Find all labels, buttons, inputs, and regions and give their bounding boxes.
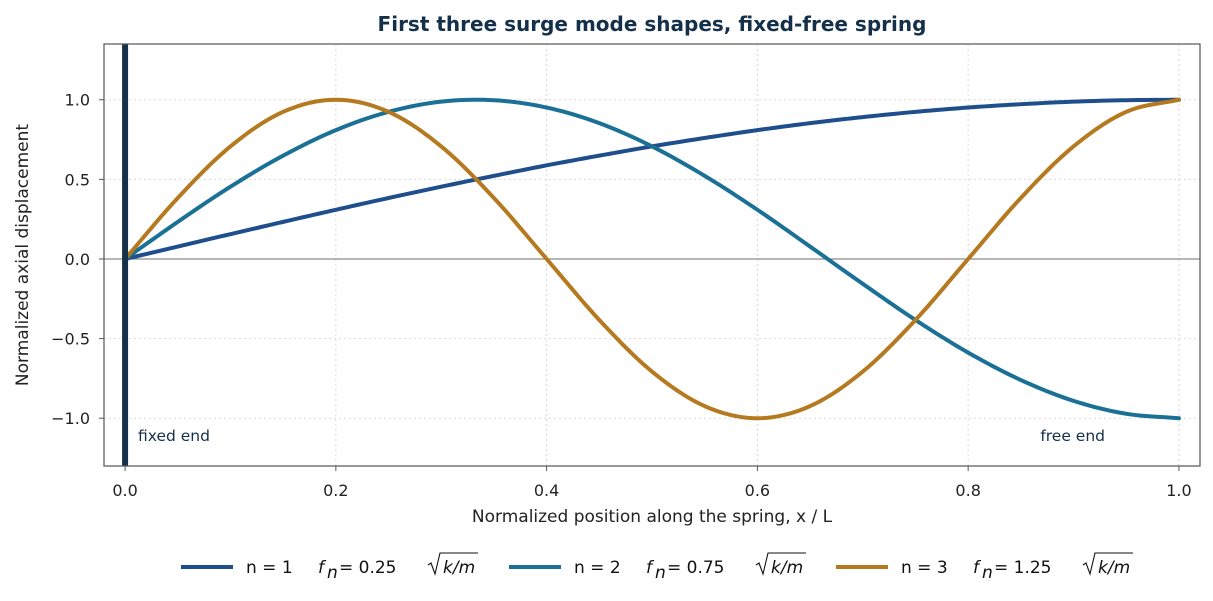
x-tick-label: 0.0 bbox=[112, 481, 137, 500]
y-tick-label: 0.0 bbox=[65, 250, 90, 269]
legend: n = 1 f n = 0.25 k/m n = 2 f n = 0.75 k/m n = 3 f n =… bbox=[181, 552, 1133, 583]
legend-entry-n2: n = 2 f n = 0.75 k/m bbox=[509, 552, 806, 583]
legend-freq-value: = 0.75 bbox=[667, 558, 725, 578]
series-line-n3 bbox=[123, 97, 1181, 421]
chart-title: First three surge mode shapes, fixed-fre… bbox=[378, 12, 927, 36]
legend-freq-subscript: n bbox=[982, 563, 993, 583]
y-tick-label: 0.5 bbox=[65, 170, 90, 189]
series-layer bbox=[123, 97, 1181, 421]
legend-freq-symbol: f bbox=[646, 558, 655, 578]
legend-label: n = 2 bbox=[574, 558, 621, 578]
annotation-free-end: free end bbox=[1040, 427, 1105, 445]
legend-freq-symbol: f bbox=[318, 558, 327, 578]
series-line-n2 bbox=[123, 97, 1181, 421]
x-tick-label: 0.4 bbox=[534, 481, 559, 500]
grid-layer bbox=[104, 44, 1200, 466]
annotation-fixed-end: fixed end bbox=[138, 427, 210, 445]
x-tick-label: 0.6 bbox=[745, 481, 770, 500]
x-ticks: 0.0 0.2 0.4 0.6 0.8 1.0 bbox=[112, 466, 1192, 500]
legend-sqrt-k-over-m: k/m bbox=[443, 558, 475, 578]
y-tick-label: −1.0 bbox=[51, 409, 90, 428]
legend-sqrt-k-over-m: k/m bbox=[771, 558, 803, 578]
y-tick-label: −0.5 bbox=[51, 330, 90, 349]
legend-sqrt-sign bbox=[755, 552, 806, 576]
legend-label: n = 1 bbox=[246, 558, 293, 578]
legend-freq-value: = 0.25 bbox=[339, 558, 397, 578]
plot-frame bbox=[103, 43, 1201, 467]
legend-sqrt-k-over-m: k/m bbox=[1098, 558, 1130, 578]
legend-freq-subscript: n bbox=[655, 563, 666, 583]
legend-entry-n1: n = 1 f n = 0.25 k/m bbox=[181, 552, 478, 583]
legend-freq-value: = 1.25 bbox=[994, 558, 1052, 578]
x-tick-label: 1.0 bbox=[1166, 481, 1191, 500]
x-axis-label: Normalized position along the spring, x … bbox=[472, 507, 833, 527]
x-tick-label: 0.8 bbox=[955, 481, 980, 500]
y-ticks: −1.0 −0.5 0.0 0.5 1.0 bbox=[51, 91, 104, 428]
legend-freq-symbol: f bbox=[973, 558, 982, 578]
legend-entry-n3: n = 3 f n = 1.25 k/m bbox=[836, 552, 1133, 583]
legend-freq-subscript: n bbox=[327, 563, 338, 583]
legend-label: n = 3 bbox=[901, 558, 948, 578]
legend-sqrt-sign bbox=[427, 552, 478, 576]
y-axis-label: Normalized axial displacement bbox=[13, 124, 33, 386]
y-tick-label: 1.0 bbox=[65, 91, 90, 110]
legend-sqrt-sign bbox=[1082, 552, 1133, 576]
x-tick-label: 0.2 bbox=[323, 481, 348, 500]
